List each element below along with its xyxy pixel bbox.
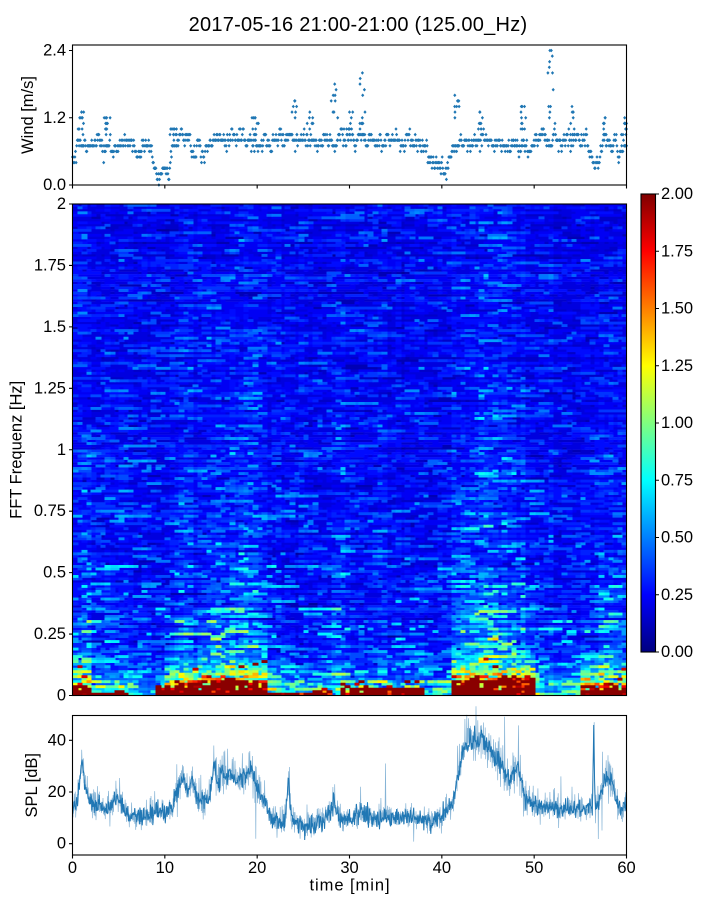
svg-text:2: 2 xyxy=(57,195,66,213)
svg-text:2017-05-16 21:00-21:00 (125.00: 2017-05-16 21:00-21:00 (125.00_Hz) xyxy=(189,14,528,36)
svg-text:1.75: 1.75 xyxy=(34,256,66,274)
svg-text:60: 60 xyxy=(617,859,635,877)
svg-text:2.00: 2.00 xyxy=(661,185,693,203)
svg-text:SPL [dB]: SPL [dB] xyxy=(23,753,41,818)
svg-text:0: 0 xyxy=(57,687,66,705)
svg-text:1: 1 xyxy=(57,441,66,459)
svg-text:40: 40 xyxy=(433,859,451,877)
svg-text:Wind [m/s]: Wind [m/s] xyxy=(19,76,37,154)
svg-text:FFT Frequenz [Hz]: FFT Frequenz [Hz] xyxy=(8,381,26,519)
svg-text:1.25: 1.25 xyxy=(661,357,693,375)
svg-text:0.25: 0.25 xyxy=(34,625,66,643)
svg-text:0.0: 0.0 xyxy=(43,176,66,194)
svg-text:time [min]: time [min] xyxy=(309,877,390,895)
svg-text:0.00: 0.00 xyxy=(661,643,693,661)
svg-text:0.75: 0.75 xyxy=(661,471,693,489)
svg-text:0: 0 xyxy=(68,859,77,877)
svg-text:0.50: 0.50 xyxy=(661,529,693,547)
svg-text:2.4: 2.4 xyxy=(43,42,66,60)
svg-text:1.2: 1.2 xyxy=(43,109,66,127)
svg-text:1.50: 1.50 xyxy=(661,300,693,318)
svg-text:1.5: 1.5 xyxy=(43,318,66,336)
svg-text:0: 0 xyxy=(57,835,66,853)
svg-text:0.25: 0.25 xyxy=(661,586,693,604)
svg-text:50: 50 xyxy=(525,859,543,877)
svg-text:1.25: 1.25 xyxy=(34,379,66,397)
svg-text:1.75: 1.75 xyxy=(661,242,693,260)
svg-text:20: 20 xyxy=(248,859,266,877)
svg-text:1.00: 1.00 xyxy=(661,414,693,432)
svg-text:0.5: 0.5 xyxy=(43,564,66,582)
svg-text:30: 30 xyxy=(340,859,358,877)
svg-text:0.75: 0.75 xyxy=(34,502,66,520)
svg-text:20: 20 xyxy=(48,783,66,801)
svg-text:40: 40 xyxy=(48,731,66,749)
svg-text:10: 10 xyxy=(156,859,174,877)
